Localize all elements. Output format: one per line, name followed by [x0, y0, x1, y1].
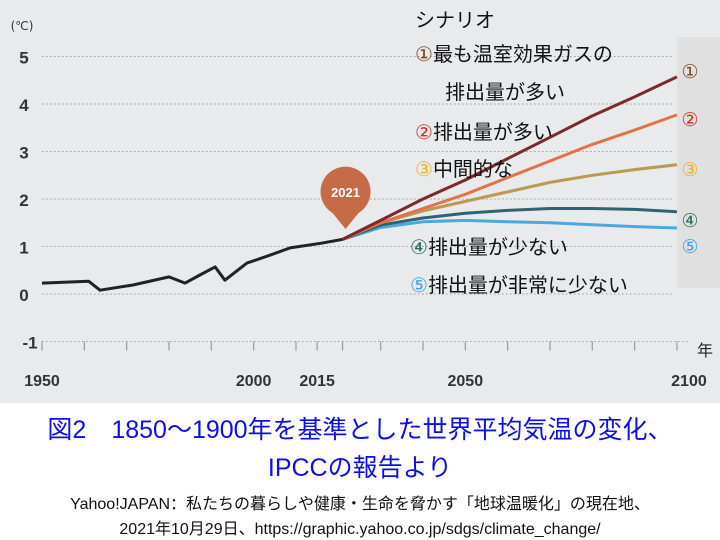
- y-tick-label: 0: [19, 286, 28, 305]
- legend-title: シナリオ: [415, 8, 495, 32]
- y-tick-label: 2: [19, 191, 28, 210]
- scenario-label-band: [677, 37, 720, 288]
- scenario-end-label: ⑤: [681, 236, 698, 258]
- legend-text: 排出量が多い: [432, 120, 553, 144]
- legend-number: ③: [415, 157, 433, 181]
- legend-item-5: ⑤排出量が非常に少ない: [410, 269, 628, 298]
- source-line-2: 2021年10月29日、https://graphic.yahoo.co.jp/…: [119, 521, 601, 538]
- y-tick-label: 3: [19, 144, 28, 163]
- legend-item-3: ③中間的な: [415, 153, 513, 182]
- legend-item-2: ②排出量が多い: [415, 116, 553, 145]
- scenario-line-1: [341, 75, 678, 241]
- marker-label: 2021: [331, 185, 360, 200]
- x-tick-label: 2015: [299, 373, 335, 390]
- caption-line-2: IPCCの報告より: [267, 454, 453, 482]
- legend-item-4: ④排出量が少ない: [410, 231, 568, 260]
- legend-number: ④: [410, 235, 428, 259]
- legend-number: ②: [415, 120, 433, 144]
- legend-text: 排出量が非常に少ない: [427, 273, 628, 297]
- legend-text: 排出量が少ない: [427, 235, 568, 259]
- scenario-line-2: [341, 113, 678, 241]
- x-tick-label: 2050: [448, 373, 484, 390]
- scenario-end-label: ③: [681, 159, 698, 181]
- legend-text-continued: 排出量が多い: [445, 80, 565, 104]
- source-line-1: Yahoo!JAPAN：私たちの暮らしや健康・生命を脅かす「地球温暖化」の現在地…: [70, 496, 650, 513]
- chart-area: 5 4 3 2 1 0 -1 (℃) 1950 2000 2015 2050 2100 年 ① ② ③ ④ ⑤ 202…: [0, 0, 720, 403]
- x-tick-label: 2100: [671, 373, 707, 390]
- legend-text: 最も温室効果ガスの: [432, 42, 613, 66]
- y-tick-label: 5: [19, 49, 28, 68]
- scenario-end-label: ②: [681, 109, 698, 131]
- y-axis-unit: (℃): [11, 19, 34, 33]
- y-tick-label: 1: [19, 239, 28, 258]
- legend-number: ⑤: [410, 273, 428, 297]
- temperature-chart: 5 4 3 2 1 0 -1 (℃) 1950 2000 2015 2050 2100 年 ① ② ③ ④ ⑤ 202…: [11, 19, 720, 390]
- y-tick-label: 4: [19, 96, 29, 115]
- scenario-end-label: ①: [681, 61, 698, 83]
- scenario-line-5: [342, 218, 677, 241]
- legend-number: ①: [415, 42, 433, 66]
- x-axis-unit: 年: [697, 341, 713, 360]
- scenario-line-4: [341, 207, 677, 241]
- scenario-end-label: ④: [681, 210, 698, 232]
- caption-line-1: 図2 1850〜1900年を基準とした世界平均気温の変化、: [47, 416, 673, 444]
- legend-text: 中間的な: [432, 157, 513, 181]
- y-tick-label: -1: [22, 334, 37, 353]
- year-2021-marker: [320, 166, 371, 229]
- legend-item-1: ①最も温室効果ガスの: [415, 38, 613, 67]
- x-tick-label: 2000: [236, 373, 272, 390]
- x-tick-label: 1950: [24, 373, 60, 390]
- history-line: [41, 237, 343, 292]
